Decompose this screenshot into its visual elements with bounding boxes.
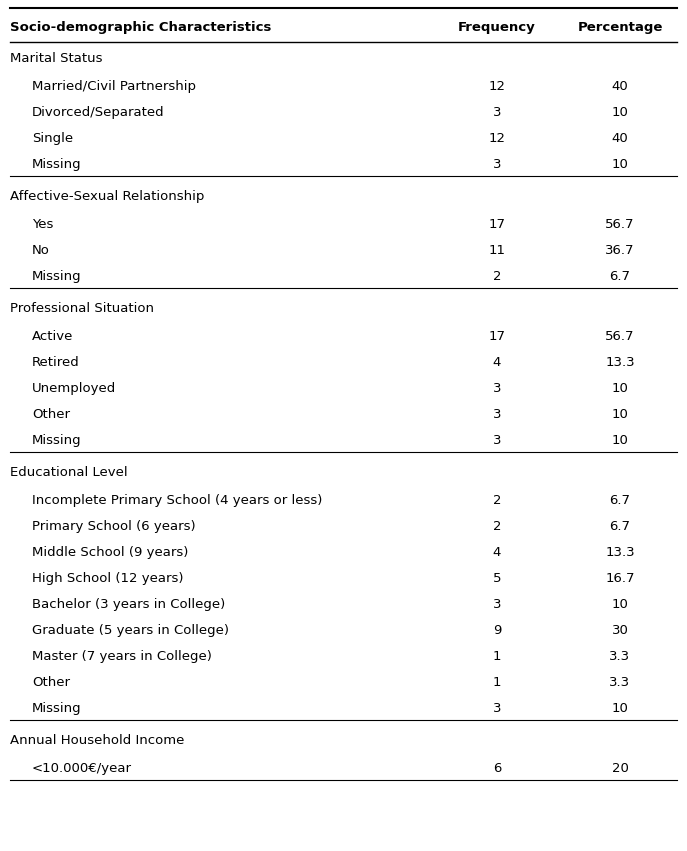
Text: 3.3: 3.3 [609, 650, 631, 663]
Text: Yes: Yes [32, 218, 54, 231]
Text: Missing: Missing [32, 270, 82, 283]
Text: 2: 2 [493, 520, 502, 533]
Text: Missing: Missing [32, 702, 82, 715]
Text: 3: 3 [493, 157, 502, 171]
Text: 13.3: 13.3 [605, 356, 635, 368]
Text: 16.7: 16.7 [605, 572, 635, 585]
Text: 2: 2 [493, 270, 502, 283]
Text: 20: 20 [611, 762, 629, 774]
Text: 10: 10 [611, 157, 629, 171]
Text: 40: 40 [611, 80, 629, 93]
Text: 3: 3 [493, 702, 502, 715]
Text: 3: 3 [493, 408, 502, 420]
Text: Missing: Missing [32, 434, 82, 447]
Text: Married/Civil Partnership: Married/Civil Partnership [32, 80, 196, 93]
Text: 13.3: 13.3 [605, 545, 635, 559]
Text: 10: 10 [611, 434, 629, 447]
Text: 5: 5 [493, 572, 502, 585]
Text: 17: 17 [488, 218, 506, 231]
Text: Primary School (6 years): Primary School (6 years) [32, 520, 196, 533]
Text: 1: 1 [493, 676, 502, 688]
Text: 17: 17 [488, 330, 506, 343]
Text: Socio-demographic Characteristics: Socio-demographic Characteristics [10, 21, 271, 34]
Text: 30: 30 [611, 624, 629, 637]
Text: 36.7: 36.7 [605, 243, 635, 257]
Text: 6.7: 6.7 [609, 494, 631, 507]
Text: Educational Level: Educational Level [10, 466, 128, 479]
Text: Incomplete Primary School (4 years or less): Incomplete Primary School (4 years or le… [32, 494, 322, 507]
Text: 3: 3 [493, 382, 502, 395]
Text: 2: 2 [493, 494, 502, 507]
Text: 9: 9 [493, 624, 502, 637]
Text: 40: 40 [611, 132, 629, 145]
Text: Marital Status: Marital Status [10, 52, 102, 65]
Text: 6.7: 6.7 [609, 270, 631, 283]
Text: Divorced/Separated: Divorced/Separated [32, 106, 165, 119]
Text: 3: 3 [493, 434, 502, 447]
Text: Annual Household Income: Annual Household Income [10, 734, 184, 747]
Text: Other: Other [32, 408, 70, 420]
Text: Middle School (9 years): Middle School (9 years) [32, 545, 188, 559]
Text: 56.7: 56.7 [605, 330, 635, 343]
Text: 4: 4 [493, 545, 502, 559]
Text: 3: 3 [493, 106, 502, 119]
Text: 12: 12 [488, 80, 506, 93]
Text: Single: Single [32, 132, 73, 145]
Text: 3.3: 3.3 [609, 676, 631, 688]
Text: Bachelor (3 years in College): Bachelor (3 years in College) [32, 597, 225, 611]
Text: 6: 6 [493, 762, 502, 774]
Text: 12: 12 [488, 132, 506, 145]
Text: 10: 10 [611, 702, 629, 715]
Text: Unemployed: Unemployed [32, 382, 116, 395]
Text: 56.7: 56.7 [605, 218, 635, 231]
Text: Active: Active [32, 330, 74, 343]
Text: 10: 10 [611, 382, 629, 395]
Text: 1: 1 [493, 650, 502, 663]
Text: Retired: Retired [32, 356, 80, 368]
Text: No: No [32, 243, 50, 257]
Text: Other: Other [32, 676, 70, 688]
Text: Professional Situation: Professional Situation [10, 302, 154, 315]
Text: 4: 4 [493, 356, 502, 368]
Text: Missing: Missing [32, 157, 82, 171]
Text: <10.000€/year: <10.000€/year [32, 762, 132, 774]
Text: 11: 11 [488, 243, 506, 257]
Text: 10: 10 [611, 597, 629, 611]
Text: 6.7: 6.7 [609, 520, 631, 533]
Text: 3: 3 [493, 597, 502, 611]
Text: 10: 10 [611, 408, 629, 420]
Text: Percentage: Percentage [577, 21, 663, 34]
Text: Master (7 years in College): Master (7 years in College) [32, 650, 212, 663]
Text: High School (12 years): High School (12 years) [32, 572, 183, 585]
Text: 10: 10 [611, 106, 629, 119]
Text: Affective-Sexual Relationship: Affective-Sexual Relationship [10, 190, 204, 203]
Text: Graduate (5 years in College): Graduate (5 years in College) [32, 624, 229, 637]
Text: Frequency: Frequency [458, 21, 536, 34]
